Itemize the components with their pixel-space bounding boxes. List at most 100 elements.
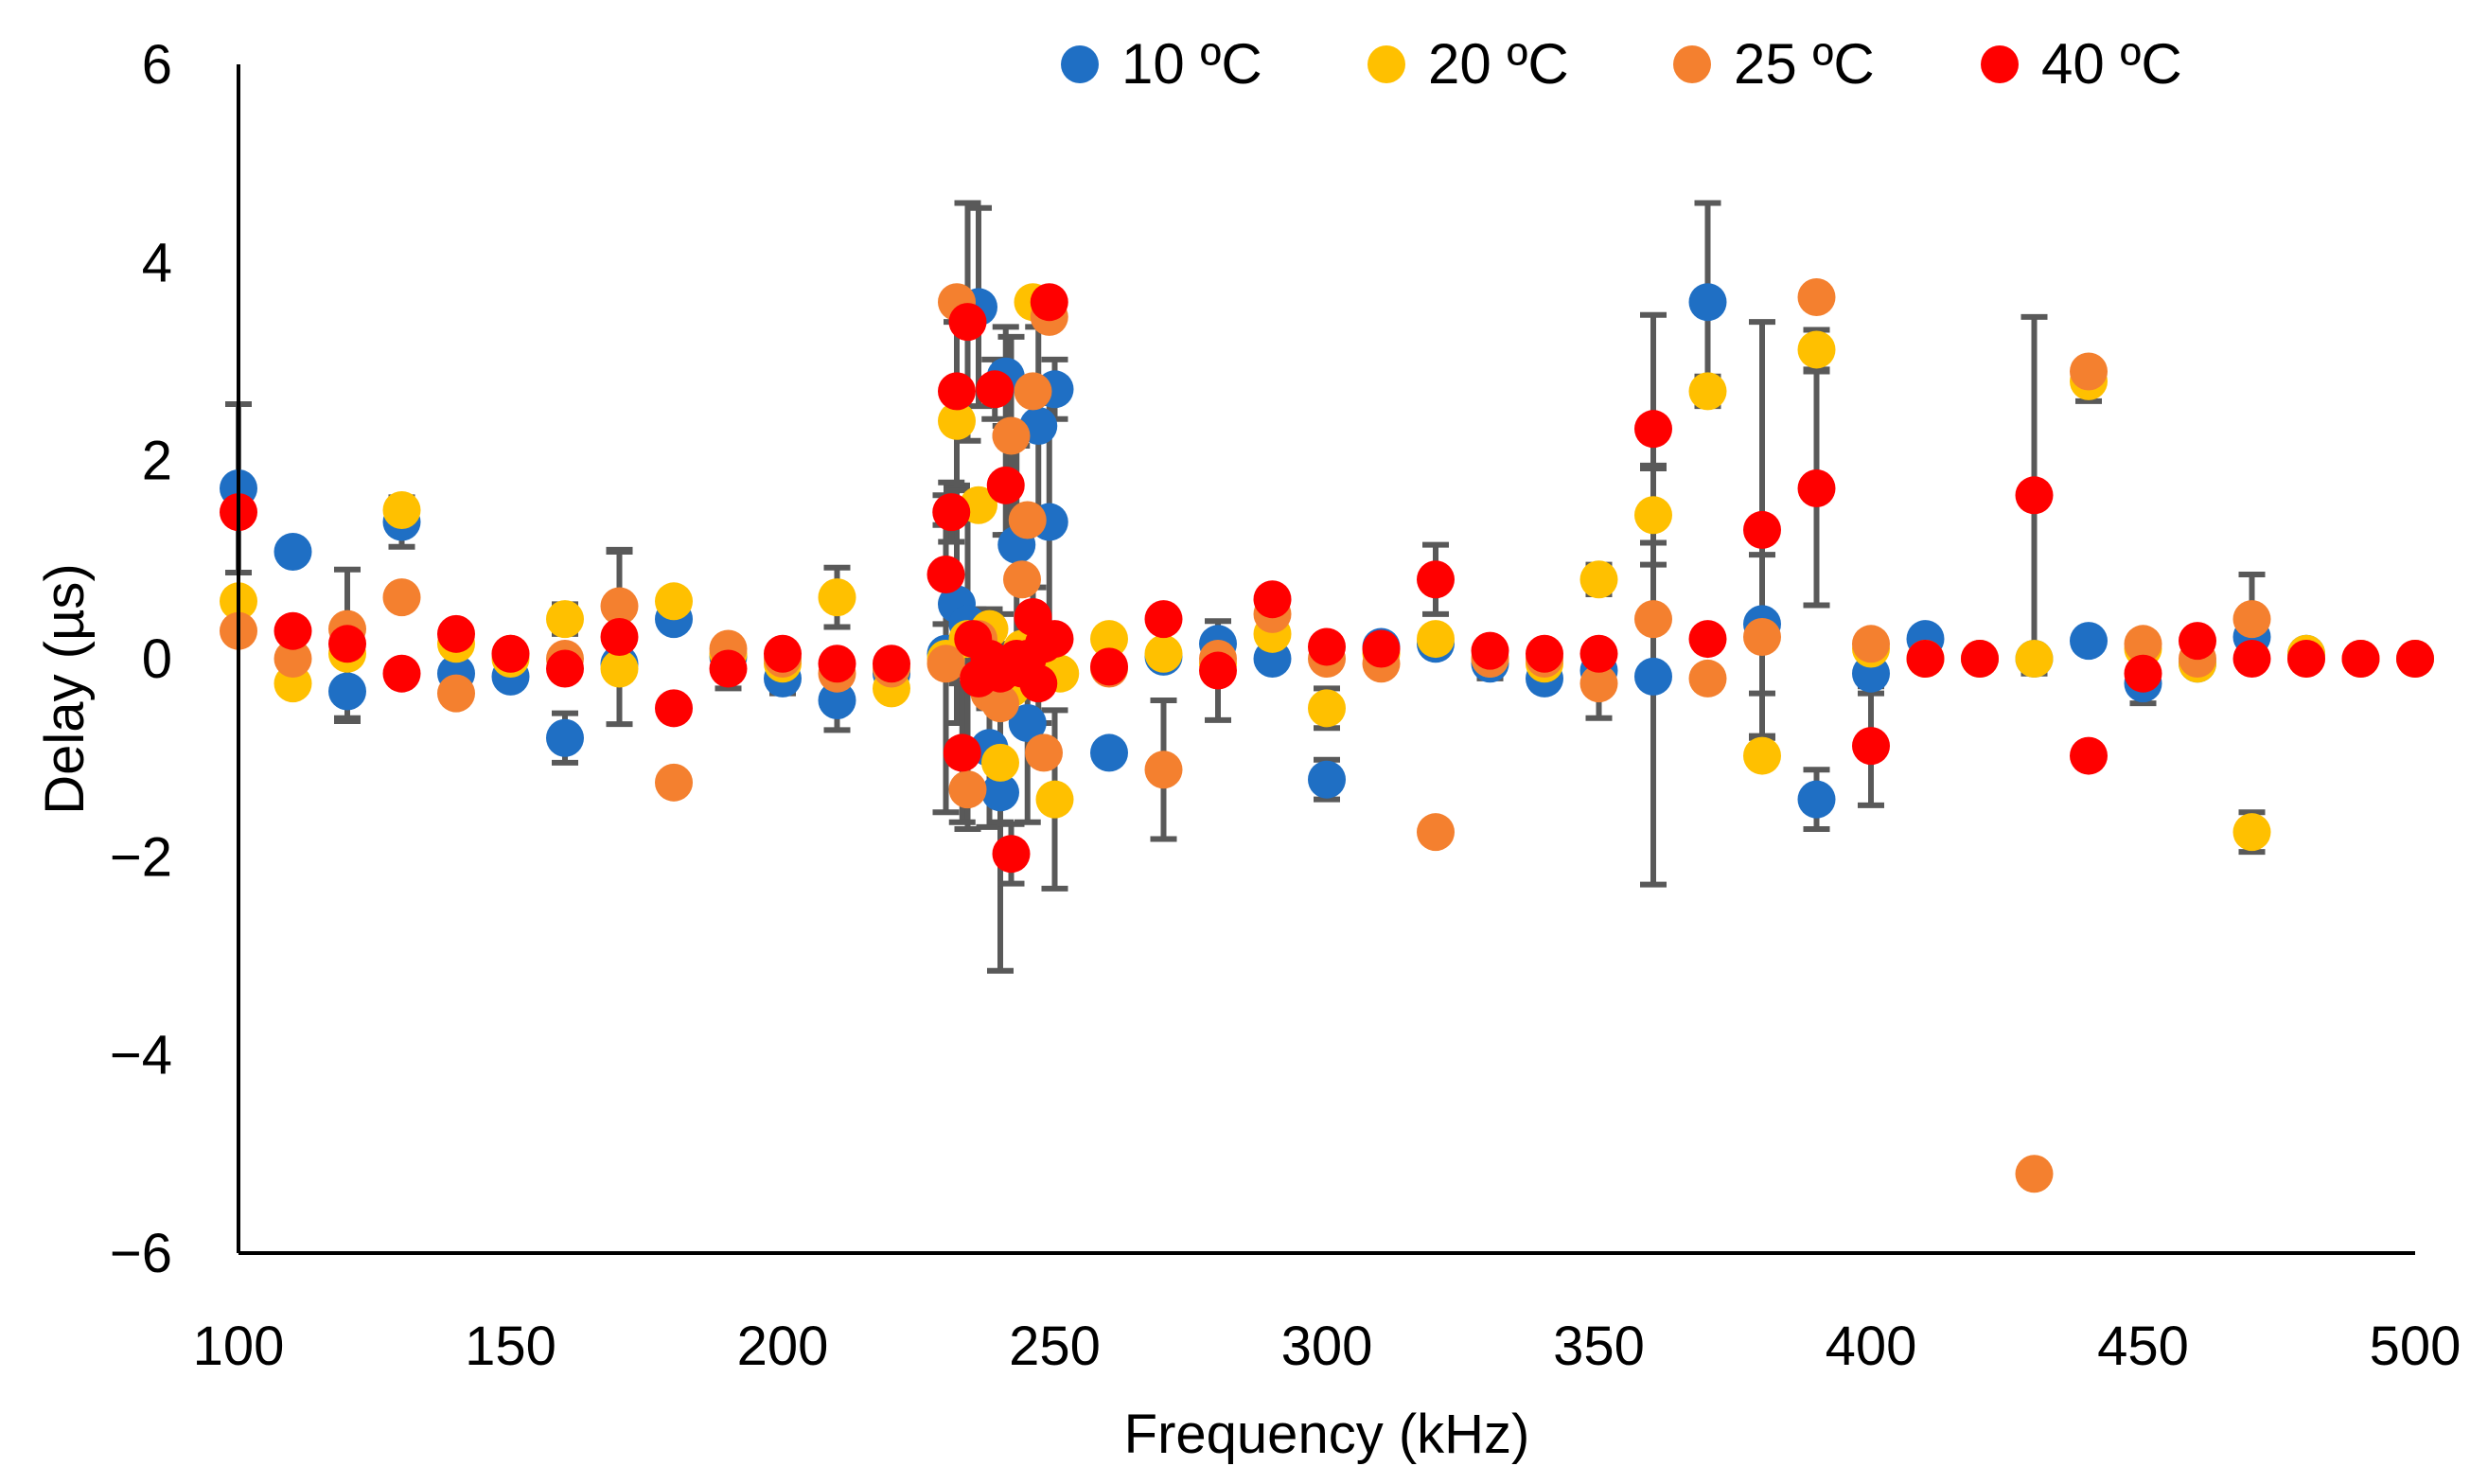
data-point-25c (1688, 659, 1727, 698)
data-point-25c (437, 674, 475, 713)
data-point-40c (938, 372, 976, 411)
data-point-20c (1688, 372, 1727, 411)
y-tick-label: 4 (142, 232, 172, 293)
data-point-20c (1035, 780, 1074, 819)
data-point-40c (1362, 629, 1401, 668)
data-point-10c (1797, 780, 1836, 819)
data-point-20c (1417, 620, 1455, 659)
data-point-20c (2015, 640, 2054, 678)
data-point-40c (1961, 640, 1999, 678)
data-point-20c (655, 582, 693, 621)
data-point-40c (1144, 600, 1183, 639)
data-point-25c (2232, 600, 2271, 639)
data-point-20c (1743, 736, 1781, 775)
data-point-40c (1090, 647, 1128, 686)
data-point-25c (992, 416, 1031, 455)
data-point-25c (1634, 600, 1672, 639)
data-point-40c (764, 634, 802, 673)
data-point-40c (1579, 634, 1618, 673)
data-point-40c (1035, 620, 1074, 659)
data-point-25c (382, 578, 421, 617)
x-tick-label: 300 (1281, 1316, 1373, 1377)
data-point-25c (948, 770, 987, 809)
x-tick-label: 350 (1553, 1316, 1645, 1377)
data-point-40c (873, 645, 910, 683)
data-point-40c (818, 645, 856, 683)
data-point-40c (992, 835, 1031, 874)
legend-marker (1061, 45, 1099, 83)
legend-marker (1368, 45, 1405, 83)
data-point-25c (1797, 277, 1836, 316)
data-point-10c (818, 680, 856, 719)
data-point-20c (938, 401, 976, 440)
data-point-40c (274, 611, 312, 650)
data-point-40c (2287, 640, 2325, 678)
data-point-40c (1030, 283, 1068, 322)
data-point-40c (2070, 736, 2108, 775)
data-point-40c (328, 625, 366, 663)
y-tick-label: −2 (110, 826, 172, 888)
data-point-20c (1797, 330, 1836, 369)
data-point-40c (1019, 664, 1058, 703)
data-point-40c (2124, 654, 2162, 693)
y-tick-label: −4 (110, 1025, 172, 1086)
legend-item-10c: 10 ºC (1061, 32, 1262, 96)
data-point-40c (2015, 476, 2054, 515)
points-layer (220, 277, 2434, 1193)
data-point-10c (1008, 704, 1047, 743)
legend-item-25c: 25 ºC (1673, 32, 1875, 96)
data-point-40c (1308, 627, 1346, 666)
data-point-40c (600, 617, 639, 656)
data-point-10c (328, 672, 366, 711)
data-point-10c (1308, 760, 1346, 799)
data-point-20c (981, 743, 1019, 782)
data-point-25c (2015, 1155, 2054, 1193)
data-point-25c (1852, 625, 1890, 663)
data-point-40c (1743, 510, 1781, 549)
x-tick-label: 150 (465, 1316, 556, 1377)
x-axis-title: Frequency (kHz) (1124, 1404, 1530, 1465)
data-point-20c (600, 649, 639, 688)
data-point-25c (274, 640, 312, 678)
data-point-40c (1417, 560, 1455, 599)
data-point-40c (1253, 580, 1292, 619)
data-point-40c (382, 654, 421, 693)
data-point-40c (2396, 640, 2434, 678)
legend-item-40c: 40 ºC (1981, 32, 2182, 96)
data-point-40c (2341, 640, 2380, 678)
data-point-25c (2124, 625, 2162, 663)
y-tick-labels: 6 4 2 0 −2 −4 −6 (110, 34, 172, 1284)
data-point-10c (1090, 733, 1128, 772)
y-tick-label: 0 (142, 628, 172, 690)
data-point-25c (1144, 751, 1183, 789)
legend: 10 ºC 20 ºC 25 ºC 40 ºC (1061, 32, 2182, 96)
legend-label: 20 ºC (1428, 32, 1569, 96)
data-point-10c (981, 773, 1019, 812)
data-point-40c (932, 493, 971, 532)
x-tick-label: 250 (1009, 1316, 1101, 1377)
data-point-25c (600, 587, 639, 626)
legend-marker (1673, 45, 1711, 83)
x-tick-label: 200 (737, 1316, 829, 1377)
data-point-10c (2070, 622, 2108, 661)
data-point-20c (818, 578, 856, 617)
x-tick-label: 450 (2097, 1316, 2189, 1377)
data-point-10c (1634, 657, 1672, 696)
data-point-10c (1688, 283, 1727, 322)
data-point-20c (1090, 620, 1128, 659)
data-point-25c (1008, 501, 1047, 539)
data-point-20c (1308, 689, 1346, 728)
data-point-20c (382, 491, 421, 529)
data-point-40c (1526, 634, 1563, 673)
data-point-40c (546, 649, 584, 688)
legend-marker (1981, 45, 2019, 83)
data-point-40c (943, 733, 981, 772)
y-tick-label: 6 (142, 34, 172, 96)
data-point-40c (1688, 620, 1727, 659)
data-point-40c (491, 634, 530, 673)
data-point-25c (1014, 372, 1052, 411)
y-tick-label: −6 (110, 1223, 172, 1284)
data-point-40c (437, 614, 475, 653)
data-point-40c (655, 689, 693, 728)
